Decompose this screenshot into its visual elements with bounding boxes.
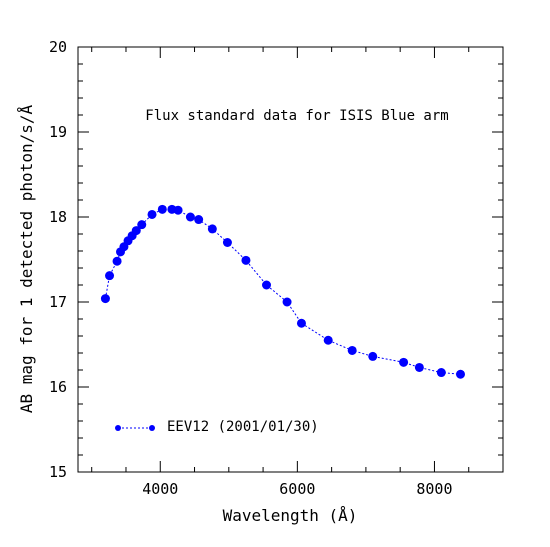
y-tick-label: 20	[49, 38, 67, 56]
y-axis-label: AB mag for 1 detected photon/s/Å	[17, 105, 36, 414]
x-tick-label: 6000	[279, 480, 315, 498]
data-point	[456, 369, 465, 379]
data-point	[157, 204, 167, 214]
y-tick-label: 19	[49, 123, 67, 141]
chart-title: Flux standard data for ISIS Blue arm	[145, 108, 448, 124]
data-point	[173, 205, 183, 215]
y-tick-labels: 15 16 17 18 19 20	[49, 38, 67, 481]
legend-marker-right	[149, 425, 155, 431]
series-line	[104, 208, 461, 375]
data-point	[323, 335, 333, 345]
x-tick-label: 4000	[142, 480, 178, 498]
y-tick-label: 15	[49, 463, 67, 481]
legend: EEV12 (2001/01/30)	[115, 419, 319, 435]
data-point	[436, 368, 446, 378]
data-point	[131, 226, 141, 236]
data-point	[147, 209, 157, 219]
x-tick-labels: 4000 6000 8000	[142, 480, 452, 498]
data-point	[185, 212, 195, 222]
y-tick-label: 17	[49, 293, 67, 311]
data-point	[414, 362, 424, 372]
x-axis-label: Wavelength (Å)	[223, 506, 358, 525]
data-point	[105, 271, 115, 281]
legend-label: EEV12 (2001/01/30)	[167, 419, 319, 435]
data-point	[282, 297, 292, 307]
data-point	[100, 294, 110, 304]
data-point	[399, 357, 409, 367]
data-point	[112, 256, 122, 266]
data-point	[368, 351, 378, 361]
plot-frame	[77, 46, 504, 473]
y-tick-label: 18	[49, 208, 67, 226]
data-point	[222, 238, 232, 247]
axis-ticks	[78, 47, 503, 472]
data-point	[207, 224, 217, 234]
legend-marker-left	[115, 425, 121, 431]
x-tick-label: 8000	[416, 480, 452, 498]
data-point	[296, 318, 306, 328]
data-point	[347, 345, 357, 355]
data-point	[194, 215, 204, 225]
data-point	[262, 280, 272, 290]
data-point	[137, 220, 147, 230]
data-point	[241, 255, 251, 265]
series-layer	[100, 204, 465, 379]
y-tick-label: 16	[49, 378, 67, 396]
